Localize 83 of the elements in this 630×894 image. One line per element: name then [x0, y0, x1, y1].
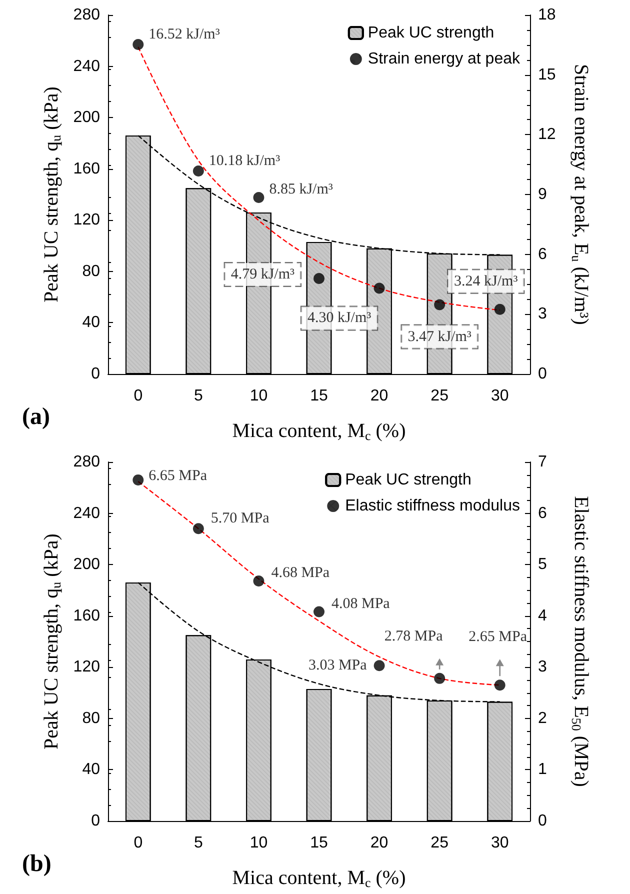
y-tick-label: 0 — [91, 366, 100, 382]
y-tick-label: 200 — [73, 556, 100, 574]
legend-label: Elastic stiffness modulus — [345, 498, 520, 514]
x-tick-label: 0 — [134, 388, 143, 404]
text: (b) — [22, 851, 52, 877]
point — [314, 272, 324, 284]
y2-tick-label: 6 — [538, 246, 547, 263]
point — [253, 192, 264, 203]
y-tick-label: 280 — [73, 454, 100, 470]
data-label: 3.03 MPa — [308, 658, 368, 674]
point — [192, 165, 204, 176]
y2-tick-label: 15 — [538, 66, 556, 84]
y-tick-label: 120 — [73, 658, 100, 676]
data-label: 4.79 kJ/m³ — [230, 266, 295, 282]
data-label: 4.68 MPa — [271, 564, 330, 581]
x-tick-label: 10 — [250, 388, 268, 404]
x-tick-label: 25 — [430, 388, 449, 404]
x-tick-label: 20 — [370, 834, 388, 852]
y2-tick-label: 0 — [538, 366, 547, 382]
y-tick-label: 280 — [73, 6, 100, 24]
point — [494, 680, 506, 691]
y2-tick-label: 1 — [538, 761, 547, 778]
point — [494, 304, 506, 315]
x-tick-label: 5 — [194, 388, 203, 404]
y2-tick-label: 6 — [538, 504, 547, 522]
x-tick-label: 15 — [310, 388, 328, 404]
y2-axis-title: Strain energy at peak, Eu (kJ/m³) — [569, 64, 592, 325]
x-tick-label: 15 — [310, 834, 328, 852]
data-label: 3.47 kJ/m³ — [408, 328, 472, 345]
y2-tick-label: 12 — [538, 126, 556, 144]
y-axis-title: Peak UC strength, qu (kPa) — [40, 534, 64, 750]
y2-tick-label: 9 — [538, 186, 547, 203]
y-tick-label: 40 — [82, 314, 100, 332]
point — [374, 660, 385, 672]
y-tick-label: 240 — [73, 504, 100, 522]
y2-tick-label: 2 — [538, 710, 547, 727]
y-tick-label: 40 — [82, 761, 100, 778]
point — [314, 606, 324, 618]
data-label: 10.18 kJ/m³ — [208, 152, 281, 169]
y-tick-label: 80 — [82, 262, 100, 280]
x-tick-label: 10 — [250, 834, 268, 852]
x-tick-label: 30 — [490, 834, 509, 852]
data-label: 4.08 MPa — [332, 596, 390, 612]
y2-tick-label: 3 — [538, 306, 547, 323]
legend-label: Strain energy at peak — [368, 50, 521, 68]
data-label: 4.30 kJ/m³ — [307, 310, 372, 326]
legend-label: Peak UC strength — [368, 24, 494, 42]
point — [374, 282, 385, 294]
y-tick-label: 80 — [82, 710, 100, 727]
data-label: 2.65 MPa — [468, 629, 528, 646]
y-tick-label: 160 — [73, 607, 100, 624]
y2-tick-label: 18 — [538, 6, 556, 24]
point — [132, 474, 144, 486]
y2-axis-title: Elastic stiffness modulus, E50 (MPa) — [569, 496, 592, 787]
x-tick-label: 30 — [490, 388, 509, 404]
y-tick-label: 0 — [91, 812, 100, 830]
y-axis-title: Peak UC strength, qu (kPa) — [40, 86, 64, 302]
text: (a) — [22, 404, 50, 430]
y-tick-label: 160 — [73, 160, 100, 178]
legend-label: Peak UC strength — [345, 472, 472, 488]
point — [132, 39, 144, 50]
data-label: 6.65 MPa — [148, 468, 208, 484]
data-label: 5.70 MPa — [210, 510, 270, 527]
y-tick-label: 240 — [73, 58, 100, 75]
x-tick-label: 0 — [134, 834, 143, 852]
y-tick-label: 200 — [73, 109, 100, 126]
point — [434, 672, 446, 684]
data-label: 3.24 kJ/m³ — [454, 273, 518, 290]
point — [434, 299, 446, 310]
data-label: 16.52 kJ/m³ — [148, 26, 220, 43]
y2-tick-label: 7 — [538, 454, 547, 470]
data-label: 2.78 MPa — [384, 628, 444, 644]
y2-tick-label: 4 — [538, 607, 547, 624]
point — [192, 523, 204, 534]
y2-tick-label: 0 — [538, 812, 547, 830]
x-tick-label: 20 — [370, 388, 388, 404]
x-tick-label: 25 — [430, 834, 449, 852]
x-tick-label: 5 — [194, 834, 203, 852]
point — [253, 575, 264, 586]
y-tick-label: 120 — [73, 212, 100, 229]
data-label: 8.85 kJ/m³ — [269, 181, 334, 198]
y2-tick-label: 5 — [538, 556, 547, 574]
y2-tick-label: 3 — [538, 658, 547, 676]
